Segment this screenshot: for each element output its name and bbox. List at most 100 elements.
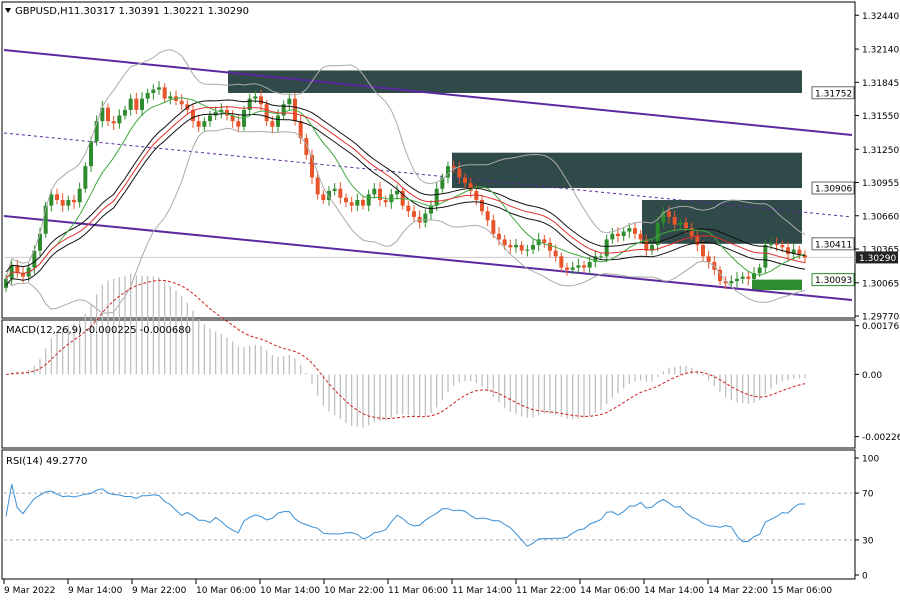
- level-label-text: 1.30093: [815, 276, 852, 286]
- macd-axis-label: 0.001767: [862, 322, 900, 332]
- candle-body: [519, 245, 524, 251]
- current-price-tag: [856, 251, 898, 264]
- candle-body: [587, 261, 592, 268]
- candle-body: [729, 281, 734, 284]
- candle-body: [474, 190, 479, 200]
- candle-body: [463, 177, 467, 184]
- time-axis-label: 9 Mar 22:00: [132, 586, 187, 596]
- candle-body: [536, 239, 541, 246]
- candle-body: [196, 121, 201, 127]
- candle-body: [236, 121, 241, 127]
- candle-body: [111, 121, 116, 124]
- candle-body: [77, 188, 82, 203]
- candle-body: [49, 194, 54, 206]
- candle-body: [83, 166, 88, 189]
- candle-body: [310, 154, 314, 178]
- candle-body: [145, 92, 150, 99]
- candle-body: [38, 233, 42, 251]
- candle-body: [287, 98, 292, 105]
- candle-body: [332, 188, 337, 191]
- candle-body: [491, 220, 496, 234]
- candle-body: [72, 199, 76, 203]
- candle-body: [281, 104, 286, 116]
- time-axis-label: 15 Mar 06:00: [772, 586, 832, 596]
- candle-body: [559, 256, 564, 268]
- candle-body: [179, 100, 184, 105]
- candle-body: [276, 115, 280, 127]
- candle-body: [752, 273, 756, 279]
- candle-body: [321, 194, 326, 200]
- macd-panel-frame: [1, 319, 856, 449]
- candle-body: [366, 194, 371, 206]
- candle-body: [264, 104, 269, 122]
- candle-body: [616, 233, 620, 237]
- candle-body: [304, 138, 309, 155]
- price-axis-label: 1.32140: [862, 46, 899, 56]
- candle-body: [531, 245, 535, 250]
- main-price-layer: 1.31752 1.30906 1.30411 1.30093: [3, 49, 855, 314]
- level-label: 1.30411: [811, 237, 855, 251]
- candle-body: [89, 141, 93, 167]
- candle-body: [621, 231, 626, 237]
- candle-body: [344, 197, 348, 203]
- collapse-triangle-icon[interactable]: [5, 8, 11, 13]
- macd-layer: [5, 273, 806, 428]
- candle-body: [553, 250, 558, 257]
- candle-body: [723, 281, 728, 284]
- candle-body: [106, 107, 110, 122]
- ma-slow-line: [5, 106, 806, 280]
- candle-body: [633, 228, 637, 234]
- level-label-box: [811, 237, 855, 251]
- rsi-axis-label: 0: [862, 572, 868, 582]
- candle-body: [349, 202, 354, 206]
- candle-body: [94, 121, 99, 142]
- candle-body: [695, 236, 700, 246]
- candle-body: [610, 233, 615, 240]
- level-label: 1.30906: [811, 181, 855, 195]
- candle-body: [247, 98, 252, 110]
- macd-axis-label: -0.00226: [862, 433, 900, 443]
- candle-body: [485, 211, 490, 221]
- envelope-upper: [5, 99, 806, 273]
- level-label: 1.31752: [811, 86, 855, 100]
- price-axis-label: 1.31250: [862, 146, 899, 156]
- candle-body: [650, 245, 654, 251]
- price-axis-label: 1.30955: [862, 179, 899, 189]
- candle-body: [202, 121, 207, 127]
- candle-body: [514, 245, 518, 248]
- candle-body: [140, 98, 144, 110]
- candle-body: [412, 211, 416, 217]
- current-price-text: 1.30290: [859, 254, 896, 264]
- channel-lower-line: [3, 215, 853, 301]
- candle-body: [701, 245, 705, 257]
- candle-body: [162, 87, 167, 99]
- time-axis-label: 10 Mar 22:00: [324, 586, 384, 596]
- candle-body: [157, 87, 161, 90]
- candle-body: [4, 278, 8, 288]
- axis-layer: 1.32440 1.32140 1.31845 1.31550 1.31250 1.309…: [3, 12, 900, 596]
- candle-body: [803, 255, 807, 258]
- candle-body: [791, 249, 796, 255]
- time-axis-label: 14 Mar 22:00: [708, 586, 768, 596]
- candle-body: [55, 194, 59, 200]
- rsi-axis-label: 70: [862, 490, 874, 500]
- candle-body: [134, 98, 139, 110]
- candle-body: [66, 199, 71, 206]
- bollinger-upper: [5, 49, 806, 279]
- time-axis-label: 9 Mar 14:00: [68, 586, 123, 596]
- price-axis-label: 1.30660: [862, 212, 899, 222]
- time-axis-label: 11 Mar 14:00: [452, 586, 512, 596]
- candle-body: [429, 205, 433, 214]
- candle-body: [644, 239, 649, 251]
- candle-body: [230, 115, 235, 122]
- candle-body: [21, 273, 25, 277]
- candle-body: [406, 205, 411, 212]
- candle-body: [338, 188, 343, 198]
- candle-body: [60, 199, 65, 206]
- candle-body: [423, 213, 428, 223]
- price-axis-label: 1.30065: [862, 279, 899, 289]
- candle-body: [355, 199, 360, 206]
- candle-body: [468, 183, 473, 191]
- candle-body: [259, 96, 263, 105]
- support-zone: [752, 279, 802, 291]
